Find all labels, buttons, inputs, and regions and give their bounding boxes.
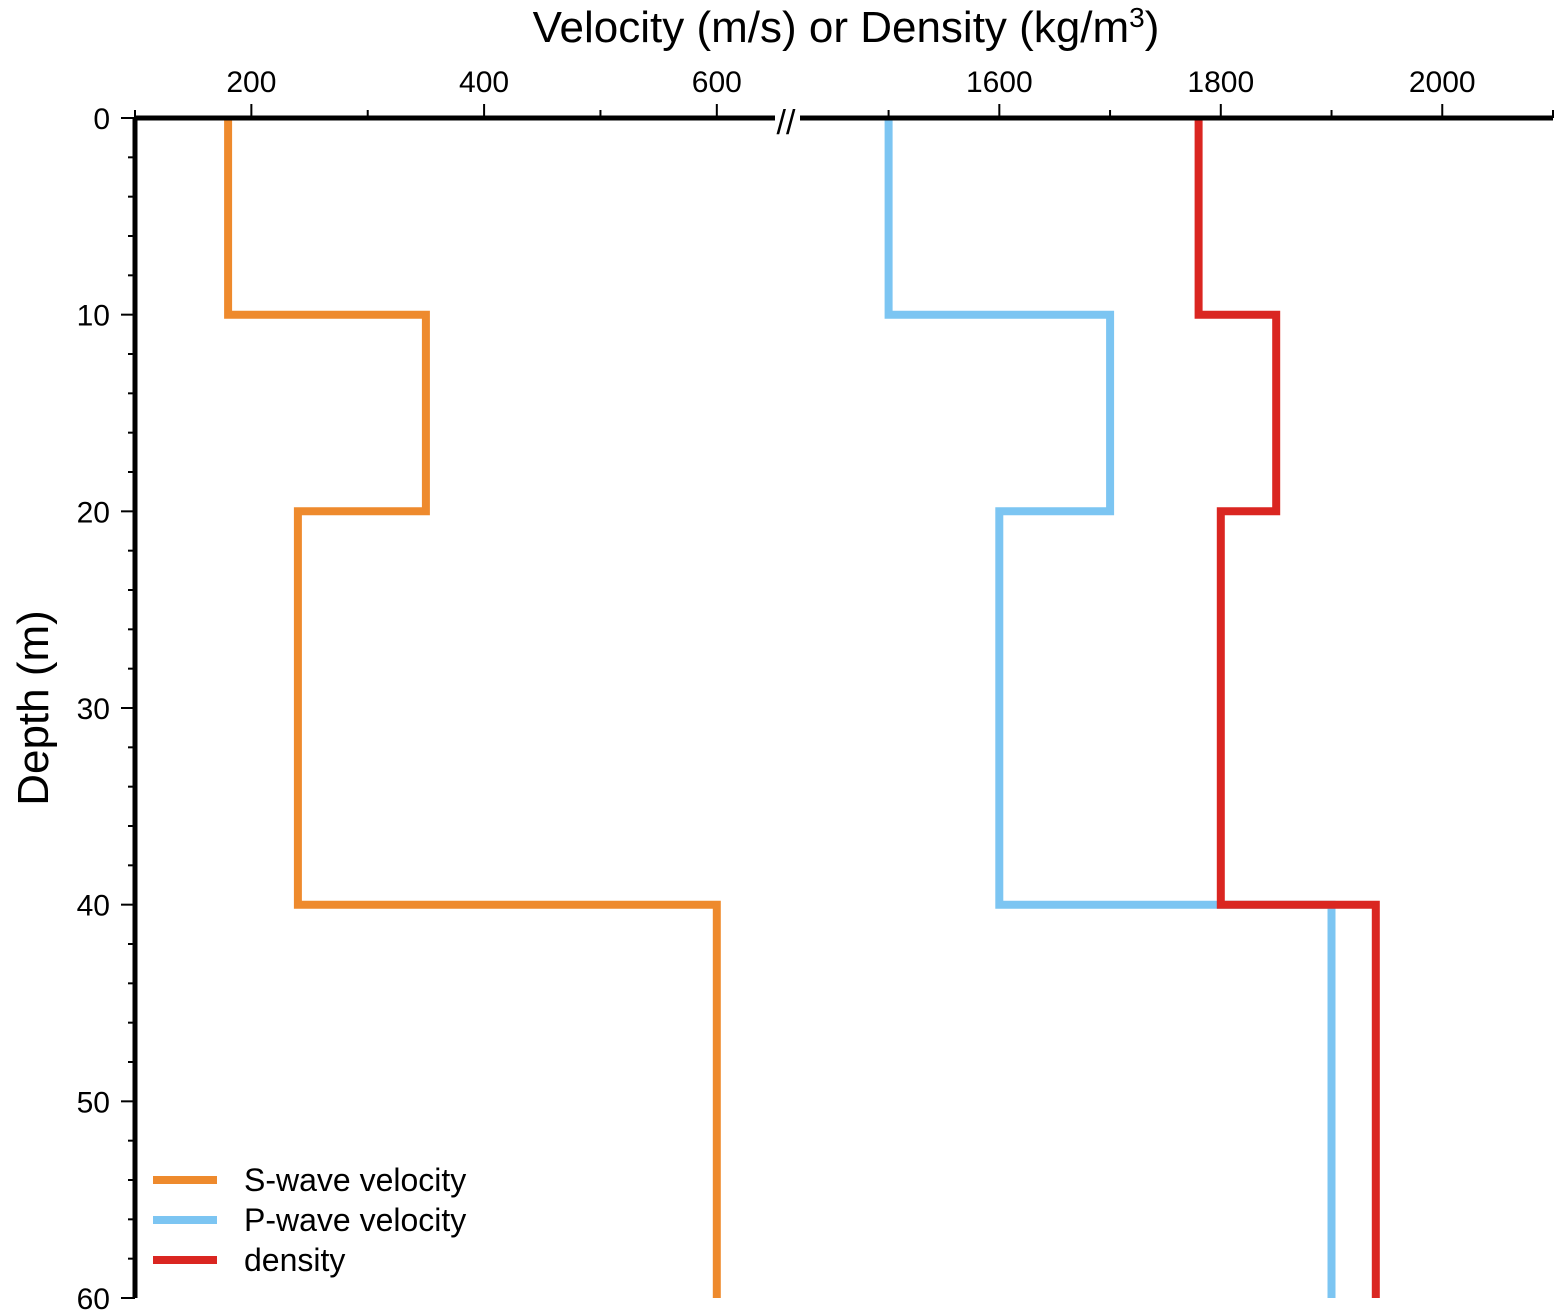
axes-layer: // 200 400 600 1600 1800 2000 0 10 20 30 40 50 60	[77, 66, 1554, 1312]
legend-layer: S-wave velocity P-wave velocity density	[153, 1162, 466, 1278]
x-tick-label: 1600	[966, 66, 1033, 99]
x-tick-label: 200	[226, 66, 276, 99]
y-tick-label: 0	[93, 103, 110, 136]
series-line-2	[884, 118, 1336, 1298]
x-axis-break-symbol: //	[777, 104, 796, 142]
series-line-3	[1194, 118, 1380, 1298]
y-tick-label: 40	[77, 890, 110, 923]
y-tick-label: 50	[77, 1086, 110, 1119]
x-tick-label: 600	[692, 66, 742, 99]
x-axis-title: Velocity (m/s) or Density (kg/m3)	[533, 2, 1160, 53]
y-tick-label: 60	[77, 1283, 110, 1312]
y-axis-title: Depth (m)	[9, 610, 58, 806]
legend-label-2: P-wave velocity	[244, 1202, 466, 1238]
series-layer	[224, 118, 1380, 1298]
y-tick-label: 10	[77, 300, 110, 333]
series-line-1	[224, 118, 721, 1298]
y-tick-label: 20	[77, 496, 110, 529]
x-tick-label: 400	[459, 66, 509, 99]
y-tick-label: 30	[77, 693, 110, 726]
legend-label-3: density	[244, 1242, 345, 1278]
legend-label-1: S-wave velocity	[244, 1162, 466, 1198]
x-tick-label: 1800	[1187, 66, 1254, 99]
x-tick-label: 2000	[1409, 66, 1476, 99]
